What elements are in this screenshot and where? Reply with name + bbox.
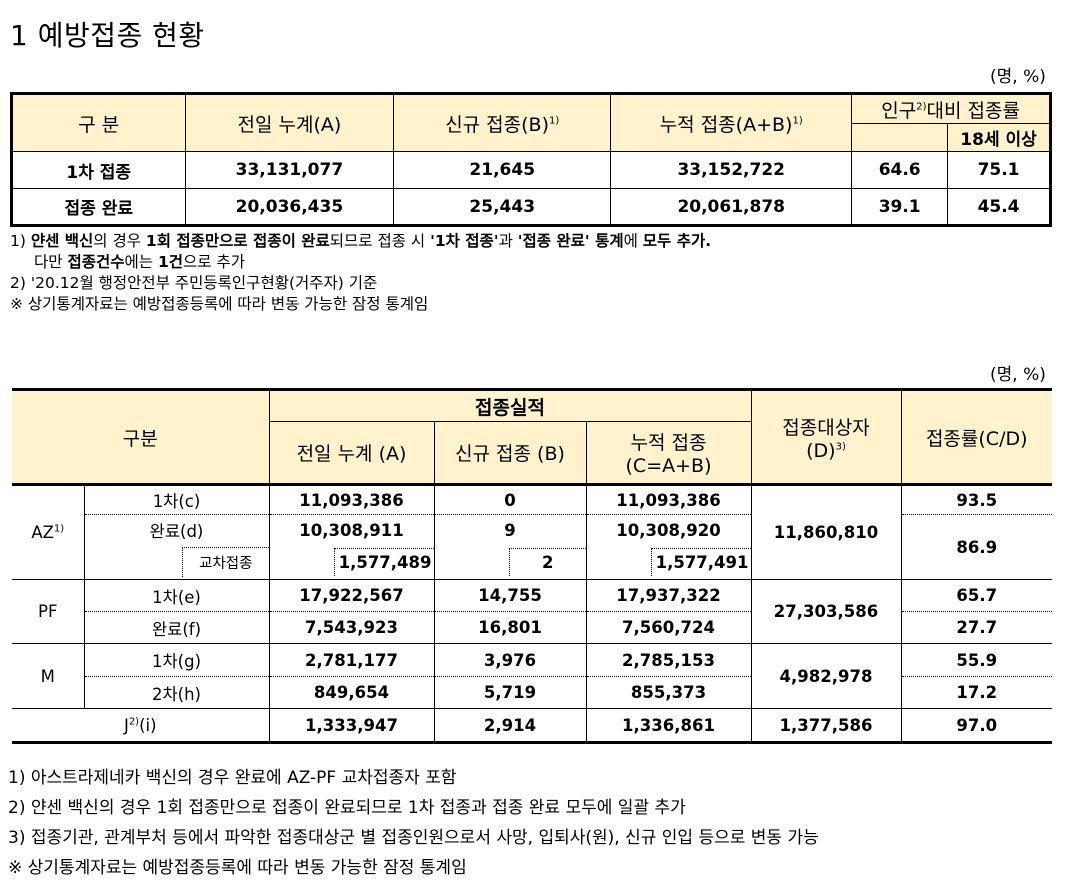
summary-table: 구 분 전일 누계(A) 신규 접종(B)1) 누적 접종(A+B)1) 인구2… [10, 92, 1052, 227]
header-prev: 전일 누계 (A) [269, 421, 435, 485]
cell-adult: 45.4 [947, 188, 1051, 226]
cell-rate: 86.9 [901, 514, 1052, 580]
cell-rate: 65.7 [901, 579, 1052, 612]
footnote-2: 2) '20.12월 행정안전부 주민등록인구현황(거주자) 기준 [10, 274, 378, 292]
cell-cum: 2,785,153 [586, 643, 752, 677]
footnote-3: 3) 접종기관, 관계부처 등에서 파악한 접종대상군 별 접종인원으로서 사망… [8, 828, 819, 848]
cell-rate: 93.5 [901, 484, 1052, 515]
footnote-1: 1) 얀센 백신의 경우 1회 접종만으로 접종이 완료되므로 접종 시 '1차… [10, 232, 712, 250]
header-new: 신규 접종 (B) [434, 421, 587, 485]
cell-prev: 1,333,947 [269, 708, 435, 743]
cell-adult: 75.1 [947, 151, 1051, 189]
group-label-j: J2)(i) [12, 708, 270, 743]
cell-prev: 20,036,435 [184, 188, 395, 226]
row-label: 접종 완료 [11, 188, 186, 226]
row-label: 1차(c) [84, 484, 270, 515]
group-label-m: M [12, 643, 85, 709]
cell-cum: 20,061,878 [610, 188, 853, 226]
vaccine-table: 구분 접종실적 접종대상자 (D)3) 접종률(C/D) 전일 누계 (A) 신규… [12, 388, 1052, 744]
header-cum: 누적 접종 (C=A+B) [586, 421, 752, 485]
table-row: 완료(d) 10,308,911 9 10,308,920 86.9 [12, 514, 1052, 580]
page-title: 1 예방접종 현황 [10, 19, 205, 52]
cell-new: 9 [434, 514, 587, 546]
header-new: 신규 접종(B)1) [393, 93, 612, 152]
cell-new: 3,976 [434, 643, 587, 677]
cell-cross-new: 2 [434, 545, 587, 580]
row-label: 완료(d) [84, 514, 270, 546]
unit-label-2: (명, %) [990, 365, 1046, 385]
cell-pop: 39.1 [851, 188, 949, 226]
header-adult: 18세 이상 [947, 123, 1051, 152]
cell-rate: 17.2 [956, 683, 998, 702]
table-row: 완료(f) 7,543,923 16,801 7,560,724 27.7 [12, 611, 1052, 644]
cell-new: 0 [434, 484, 587, 515]
cell-prev: 2,781,177 [269, 643, 435, 677]
cell-rate: 97.0 [956, 715, 998, 735]
cell-cum: 17,937,322 [586, 579, 752, 612]
row-label: 2차(h) [84, 676, 270, 709]
footnotes-1: 1) 얀센 백신의 경우 1회 접종만으로 접종이 완료되므로 접종 시 '1차… [10, 231, 711, 315]
table-row: PF 1차(e) 17,922,567 14,755 17,937,322 27… [12, 579, 1052, 644]
row-label: 1차(e) [84, 579, 270, 612]
header-prev: 전일 누계(A) [184, 93, 395, 152]
table-row: AZ1) 1차(c) 11,093,386 0 11,093,386 11,86… [12, 484, 1052, 580]
cell-pop: 64.6 [851, 151, 949, 189]
cell-cum: 33,152,722 [610, 151, 853, 189]
cell-prev: 17,922,567 [269, 579, 435, 612]
header-rate: 접종률(C/D) [901, 389, 1052, 485]
cell-new: 25,443 [393, 188, 612, 226]
header-ratio: 인구2)대비 접종률 [851, 93, 1051, 124]
row-label: 완료(f) [84, 611, 270, 644]
header-cum: 누적 접종(A+B)1) [610, 93, 853, 152]
table-row: J2)(i) 1,333,947 2,914 1,336,861 1,377,5… [12, 708, 1052, 743]
cell-prev: 11,093,386 [269, 484, 435, 515]
cell-rate: 55.9 [901, 643, 1052, 677]
cell-cross-prev: 1,577,489 [269, 545, 435, 580]
cell-new: 2,914 [434, 708, 587, 743]
cell-new: 21,645 [393, 151, 612, 189]
header-pop-blank [851, 123, 949, 152]
footnote-3: ※ 상기통계자료는 예방접종등록에 따라 변동 가능한 잠정 통계임 [10, 295, 429, 313]
table-row: 1차 접종 33,131,077 21,645 33,152,722 64.6 … [11, 151, 1051, 189]
table-row: M 1차(g) 2,781,177 3,976 2,785,153 4,982,… [12, 643, 1052, 709]
cell-cum: 11,093,386 [586, 484, 752, 515]
row-label-cross: 교차접종 [84, 545, 270, 580]
table-row: 교차접종 1,577,489 2 1,577,491 [12, 545, 1052, 580]
unit-label-1: (명, %) [990, 67, 1046, 87]
cell-target: 27,303,586 [751, 579, 902, 644]
header-category: 구 분 [11, 93, 186, 152]
cell-prev: 849,654 [269, 676, 435, 709]
cell-cum: 7,560,724 [586, 611, 752, 644]
row-label: 1차(g) [84, 643, 270, 677]
row-label: 1차 접종 [11, 151, 186, 189]
table-row: 접종 완료 20,036,435 25,443 20,061,878 39.1 … [11, 188, 1051, 226]
cell-target: 11,860,810 [751, 484, 902, 580]
cell-target: 4,982,978 [751, 643, 902, 709]
cell-prev: 33,131,077 [184, 151, 395, 189]
footnote-1-line2: 다만 접종건수에는 1건으로 추가 [34, 253, 245, 271]
footnote-2: 2) 얀센 백신의 경우 1회 접종만으로 접종이 완료되므로 1차 접종과 접… [8, 798, 686, 818]
cell-target: 1,377,586 [751, 708, 902, 743]
footnote-1: 1) 아스트라제네카 백신의 경우 완료에 AZ-PF 교차접종자 포함 [8, 768, 457, 788]
cell-prev: 7,543,923 [269, 611, 435, 644]
footnote-4: ※ 상기통계자료는 예방접종등록에 따라 변동 가능한 잠정 통계임 [8, 858, 467, 878]
cell-new: 14,755 [434, 579, 587, 612]
group-label-pf: PF [12, 579, 85, 644]
cell-cross-cum: 1,577,491 [586, 545, 752, 580]
cell-cum: 10,308,920 [586, 514, 752, 546]
cell-new: 5,719 [434, 676, 587, 709]
cell-prev: 10,308,911 [269, 514, 435, 546]
header-category: 구분 [12, 389, 270, 485]
table-row: 2차(h) 849,654 5,719 855,373 17.2 [12, 676, 1052, 709]
cell-cum: 855,373 [586, 676, 752, 709]
group-label-az: AZ1) [12, 484, 85, 580]
header-performance: 접종실적 [269, 389, 752, 422]
cell-rate: 27.7 [956, 618, 998, 637]
header-target: 접종대상자 (D)3) [751, 389, 902, 485]
cell-cum: 1,336,861 [586, 708, 752, 743]
footnotes-2: 1) 아스트라제네카 백신의 경우 완료에 AZ-PF 교차접종자 포함 2) … [8, 763, 819, 883]
cell-new: 16,801 [434, 611, 587, 644]
